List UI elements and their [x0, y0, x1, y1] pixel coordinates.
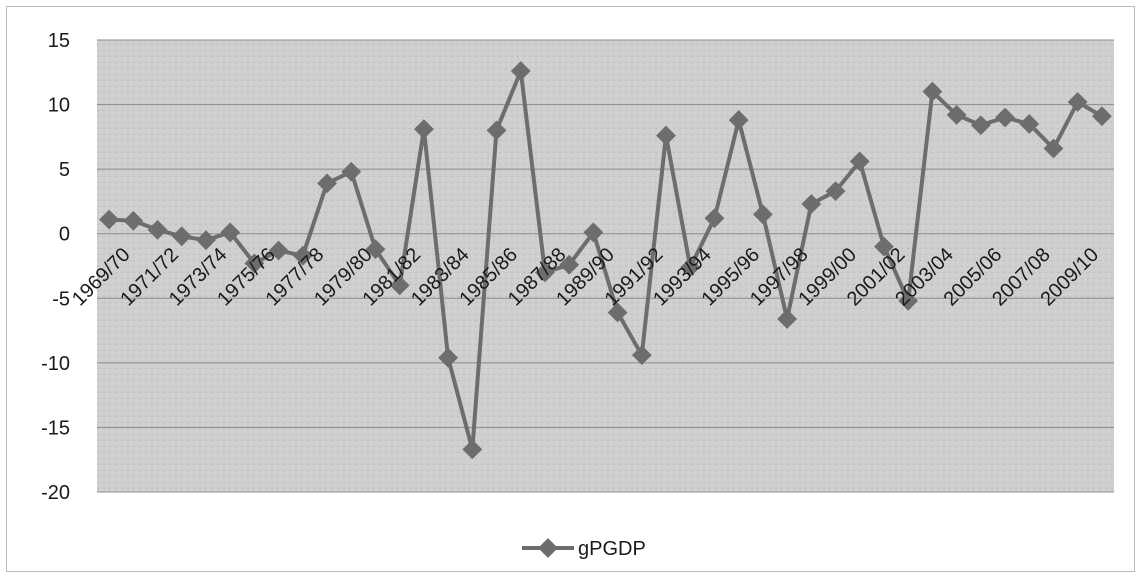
data-point: [244, 253, 265, 274]
data-point: [413, 119, 434, 140]
data-point: [559, 254, 580, 275]
legend-diamond-marker: [538, 538, 558, 558]
y-tick-label: -5: [52, 288, 70, 310]
data-point: [292, 245, 313, 266]
data-point: [462, 439, 483, 460]
gridlines: [97, 39, 1114, 493]
data-point: [268, 240, 289, 261]
data-point: [898, 290, 919, 311]
y-tick-label: 15: [48, 30, 70, 52]
data-point: [389, 275, 410, 296]
data-point: [171, 226, 192, 247]
legend: gPGDP: [522, 538, 646, 560]
y-tick-label: -15: [41, 417, 70, 439]
data-point: [196, 230, 216, 251]
data-point: [1043, 138, 1064, 159]
data-point: [1067, 92, 1088, 112]
data-point: [147, 219, 168, 240]
data-point: [777, 309, 798, 329]
data-point: [680, 257, 701, 278]
data-point: [535, 262, 555, 283]
data-point: [607, 302, 628, 323]
y-tick-label: 5: [59, 159, 70, 181]
data-point: [365, 239, 386, 260]
legend-label: gPGDP: [578, 538, 646, 560]
data-point: [220, 222, 241, 243]
data-point: [438, 347, 459, 368]
data-point: [341, 161, 362, 182]
data-point: [99, 209, 120, 230]
data-point: [1019, 114, 1040, 134]
data-point: [631, 345, 652, 366]
y-tick-label: 10: [48, 95, 70, 117]
y-tick-label: -20: [41, 482, 70, 504]
data-point: [1091, 106, 1112, 127]
series-gpgdp: [99, 61, 1112, 460]
y-tick-label: -10: [41, 353, 70, 375]
y-axis-tick-labels: 15 10 5 0 -5 -10 -15 -20: [41, 30, 70, 504]
data-point: [317, 173, 337, 194]
y-tick-label: 0: [59, 224, 70, 246]
